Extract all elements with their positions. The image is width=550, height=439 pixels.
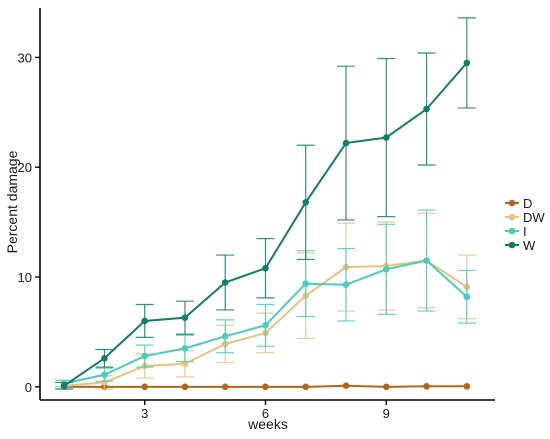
data-point xyxy=(463,293,471,301)
data-point xyxy=(262,264,269,272)
data-point xyxy=(342,139,350,147)
data-point xyxy=(141,317,148,325)
data-point xyxy=(423,105,430,113)
legend-marker xyxy=(508,199,516,207)
series-w xyxy=(55,17,476,390)
legend-label: D xyxy=(523,196,532,211)
x-tick-label: 3 xyxy=(141,406,148,421)
legend-item: I xyxy=(505,224,527,239)
x-axis-title: weeks xyxy=(247,416,288,432)
y-tick-label: 10 xyxy=(18,270,32,285)
legend-item: DW xyxy=(505,210,545,225)
data-point xyxy=(423,257,430,264)
data-point xyxy=(342,281,350,289)
y-axis-title: Percent damage xyxy=(4,150,20,253)
legend-marker xyxy=(508,213,516,221)
x-ticks: 3 6 9 xyxy=(141,400,390,421)
data-point xyxy=(382,134,390,141)
data-point xyxy=(262,383,269,391)
data-point xyxy=(221,333,229,340)
data-point xyxy=(463,382,471,390)
data-point xyxy=(302,383,310,391)
data-point xyxy=(181,383,189,391)
legend-label: DW xyxy=(523,210,545,225)
data-point xyxy=(101,354,108,362)
y-ticks: 0 10 20 30 xyxy=(18,50,40,395)
data-point xyxy=(262,322,269,329)
data-point xyxy=(382,266,390,273)
series-d xyxy=(60,382,471,391)
data-point xyxy=(302,199,310,206)
legend-label: W xyxy=(523,238,536,253)
legend-item: W xyxy=(505,238,536,253)
axes: 3 6 9 0 10 20 30 weeks Percent damage xyxy=(4,8,495,432)
data-point xyxy=(141,352,148,360)
data-point xyxy=(60,382,68,390)
x-tick-label: 9 xyxy=(383,406,390,421)
data-point xyxy=(101,371,108,379)
y-tick-label: 20 xyxy=(18,160,32,175)
y-tick-label: 30 xyxy=(18,50,32,65)
data-point xyxy=(221,383,229,391)
data-point xyxy=(342,382,350,390)
legend-marker xyxy=(508,241,516,249)
x-tick-label: 6 xyxy=(262,406,269,421)
data-point xyxy=(382,383,390,391)
series-layer xyxy=(55,17,476,391)
legend-label: I xyxy=(523,224,527,239)
data-point xyxy=(181,345,189,352)
legend-marker xyxy=(508,227,516,235)
data-point xyxy=(463,59,471,67)
data-point xyxy=(221,279,229,286)
data-point xyxy=(141,383,148,391)
y-tick-label: 0 xyxy=(25,380,32,395)
data-point xyxy=(423,382,430,390)
data-point xyxy=(181,314,189,321)
data-point xyxy=(302,280,310,287)
legend-item: D xyxy=(505,196,532,211)
